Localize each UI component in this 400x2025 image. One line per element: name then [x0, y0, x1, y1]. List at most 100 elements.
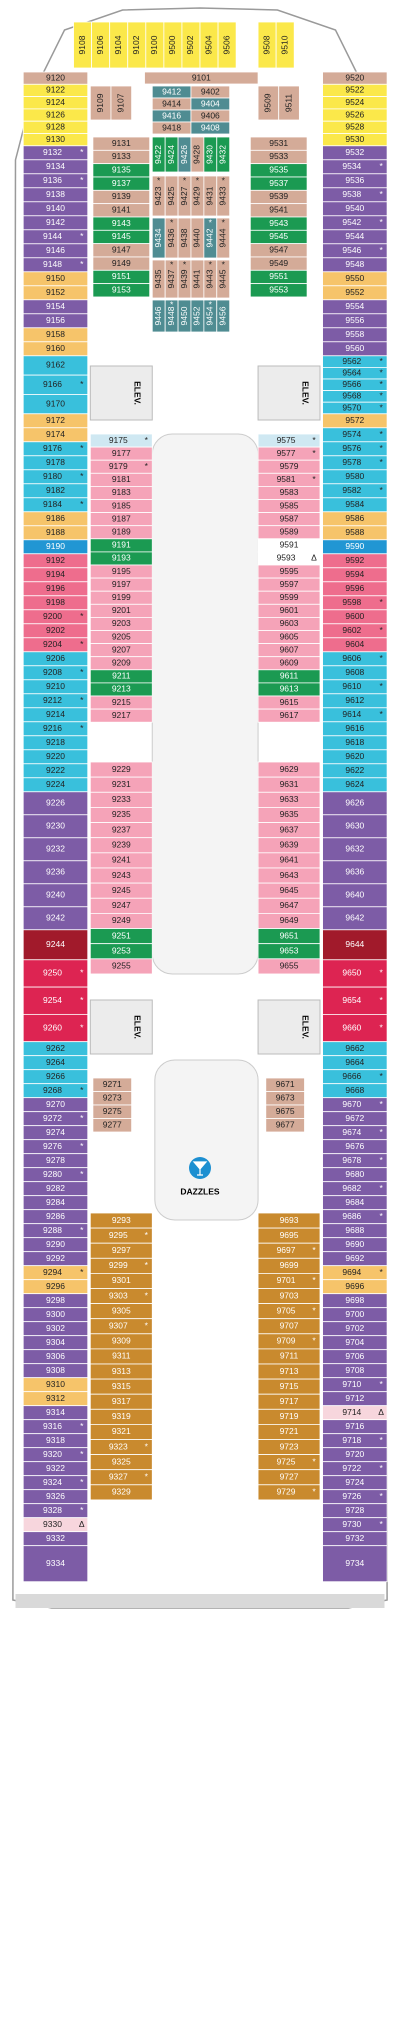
cabin-number: 9322 [46, 1463, 65, 1473]
cabin-number: 9178 [46, 457, 65, 467]
cabin-number: 9100 [149, 35, 159, 54]
cabin-number: 9712 [345, 1393, 364, 1403]
cabin-number: 9207 [112, 644, 131, 654]
cabin-number: 9218 [46, 737, 65, 747]
cabin [257, 1484, 321, 1501]
cabin-number: 9255 [112, 961, 131, 971]
cabin-note: * [379, 356, 383, 366]
cabin-note: * [222, 175, 226, 185]
cabin-number: 9671 [276, 1079, 295, 1089]
cabin-note: * [312, 1305, 316, 1315]
cabin-number: 9553 [269, 285, 288, 295]
cabin-number: 9190 [46, 541, 65, 551]
cabin-number: 9299 [109, 1260, 128, 1270]
cabin-number: 9629 [280, 764, 299, 774]
cabin-number: 9577 [277, 448, 296, 458]
cabin-number: 9436 [166, 228, 176, 247]
cabin-number: 9213 [112, 684, 131, 694]
cabin-number: 9520 [345, 72, 364, 82]
cabin-number: 9692 [345, 1253, 364, 1263]
cabin-number: 9631 [280, 779, 299, 789]
cabin-number: 9429 [192, 186, 202, 205]
cabin-number: 9239 [112, 840, 131, 850]
cabin-number: 9286 [46, 1211, 65, 1221]
cabin [257, 958, 321, 975]
cabin-note: * [379, 1211, 383, 1221]
cabin-number: 9591 [280, 540, 299, 550]
cabin-note: * [222, 259, 226, 269]
cabin-number: 9264 [46, 1057, 65, 1067]
cabin-number: 9133 [112, 151, 131, 161]
cabin-number: 9556 [345, 315, 364, 325]
cabin-number: 9707 [280, 1321, 299, 1331]
cabin-number: 9533 [269, 151, 288, 161]
cabin-number: 9251 [112, 930, 131, 940]
cabin [22, 1013, 89, 1043]
cabin-number: 9425 [166, 186, 176, 205]
cabin-number: 9437 [166, 269, 176, 288]
cabin-number: 9313 [112, 1366, 131, 1376]
cabin-number: 9135 [112, 165, 131, 175]
cabin-number: 9635 [280, 809, 299, 819]
cabin-note: * [80, 723, 84, 733]
cabin-number: 9254 [43, 995, 62, 1005]
cabin-note: * [170, 299, 174, 309]
cabin-number: 9580 [345, 471, 364, 481]
cabin-number: 9709 [277, 1336, 296, 1346]
cabin-number: 9149 [112, 258, 131, 268]
cabin-number: 9598 [342, 597, 361, 607]
cabin-number: 9645 [280, 885, 299, 895]
cabin-number: 9122 [46, 85, 65, 95]
cabin-number: 9446 [153, 306, 163, 325]
cabin-note: * [80, 1505, 84, 1515]
cabin-note: * [379, 1463, 383, 1473]
cabin-number: 9650 [342, 968, 361, 978]
cabin-number: 9320 [43, 1449, 62, 1459]
cabin-number: 9217 [112, 710, 131, 720]
cabin-number: 9616 [345, 723, 364, 733]
elevator-label: ELEV. [300, 1015, 310, 1039]
cabin-number: 9232 [46, 844, 65, 854]
cabin-number: 9136 [43, 175, 62, 185]
cabin-number: 9441 [192, 269, 202, 288]
cabin-number: 9293 [112, 1215, 131, 1225]
cabin-note: * [80, 1421, 84, 1431]
cabin-number: 9330 [43, 1519, 62, 1529]
cabin [216, 175, 231, 217]
cabin-number: 9148 [43, 259, 62, 269]
cabin-number: 9175 [109, 435, 128, 445]
cabin-number: 9303 [109, 1290, 128, 1300]
cabin-number: 9236 [46, 867, 65, 877]
cabin-number: 9649 [280, 915, 299, 925]
cabin-number: 9104 [113, 35, 123, 54]
cabin-number: 9597 [280, 579, 299, 589]
cabin-number: 9418 [162, 122, 181, 132]
cabin [22, 959, 89, 988]
cabin-number: 9199 [112, 592, 131, 602]
cabin-number: 9541 [269, 205, 288, 215]
cabin-number: 9660 [342, 1022, 361, 1032]
cabin-number: 9426 [179, 145, 189, 164]
cabin-number: 9196 [46, 583, 65, 593]
cabin-note: * [312, 1275, 316, 1285]
cabin-number: 9197 [112, 579, 131, 589]
cabin-number: 9237 [112, 824, 131, 834]
cabin-number: 9610 [342, 681, 361, 691]
cabin-number: 9643 [280, 870, 299, 880]
cabin-note: Δ [79, 1519, 85, 1529]
cabin-number: 9186 [46, 513, 65, 523]
cabin-number: 9543 [269, 218, 288, 228]
cabin-number: 9235 [112, 809, 131, 819]
cabin-number: 9325 [112, 1456, 131, 1466]
cabin-number: 9579 [280, 461, 299, 471]
cabin-note: * [379, 709, 383, 719]
cabin-number: 9329 [112, 1487, 131, 1497]
cabin-number: 9262 [46, 1043, 65, 1053]
cabin-note: * [80, 1113, 84, 1123]
cabin-number: 9142 [46, 217, 65, 227]
cabin-note: * [80, 1022, 84, 1032]
cabin-number: 9195 [112, 566, 131, 576]
cabin-note: * [145, 1441, 149, 1451]
elevator-bank [89, 999, 153, 1055]
cabin-number: 9552 [345, 287, 364, 297]
